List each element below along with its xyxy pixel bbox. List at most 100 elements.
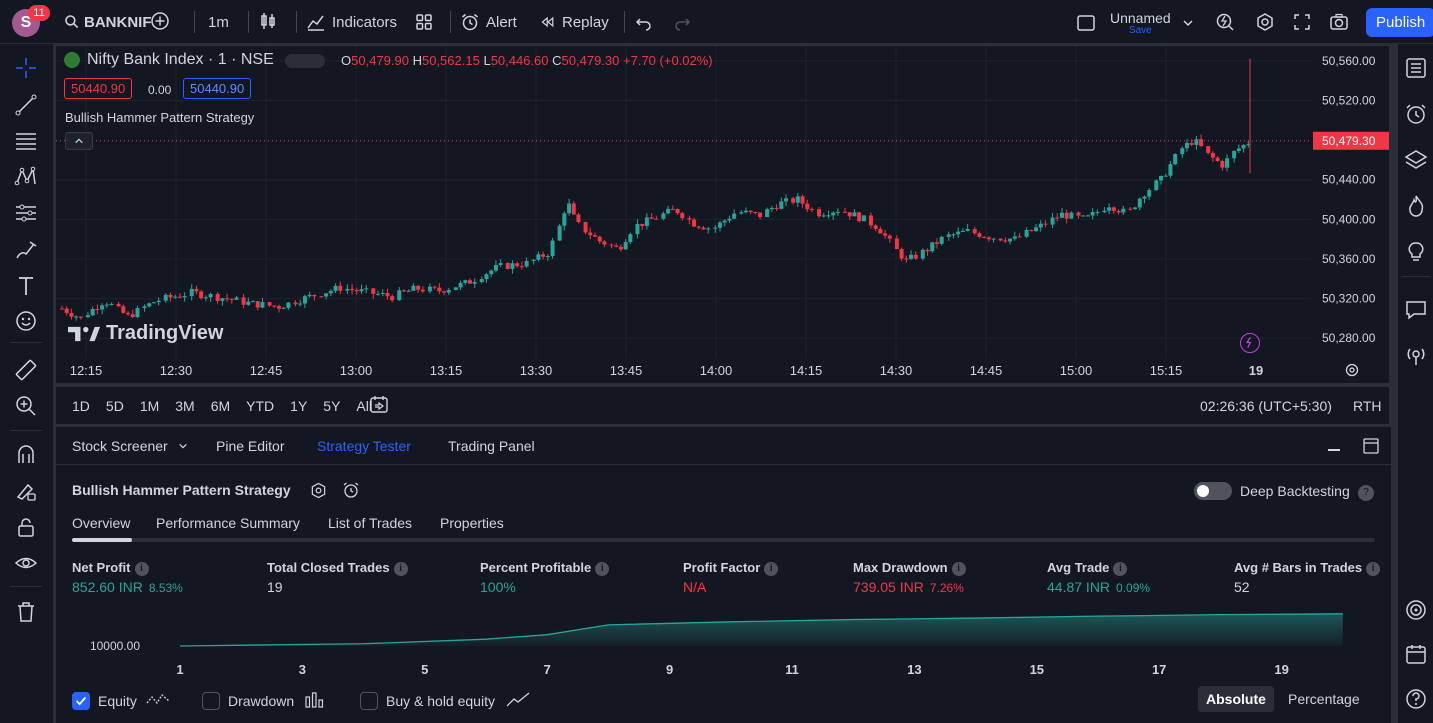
subtab-list-of-trades[interactable]: List of Trades — [328, 515, 412, 531]
strategy-legend[interactable]: Bullish Hammer Pattern Strategy — [65, 110, 255, 125]
replay-button[interactable]: Replay — [532, 0, 617, 44]
collapse-legend-button[interactable] — [65, 132, 93, 150]
ideas-lightbulb-icon[interactable] — [1404, 240, 1428, 264]
chat-icon[interactable] — [1404, 298, 1428, 322]
redo-button[interactable] — [672, 12, 692, 32]
percentage-toggle-button[interactable]: Percentage — [1288, 691, 1360, 707]
alert-button[interactable]: Alert — [452, 0, 525, 44]
range-button-6m[interactable]: 6M — [210, 397, 231, 414]
calendar-icon[interactable] — [1404, 642, 1428, 666]
date-range-button[interactable] — [369, 394, 389, 417]
info-icon[interactable]: i — [393, 562, 408, 576]
layout-dropdown-button[interactable] — [1182, 16, 1194, 32]
candle-body — [602, 241, 607, 245]
symbol-search-button[interactable]: BANKNIF — [58, 0, 158, 44]
maximize-icon[interactable] — [1362, 437, 1380, 455]
subtab-overview[interactable]: Overview — [72, 515, 130, 531]
eye-icon[interactable] — [14, 551, 38, 575]
target-icon[interactable] — [1404, 598, 1428, 622]
settings-button[interactable] — [1255, 12, 1275, 32]
info-icon[interactable]: i — [595, 562, 610, 576]
lock-icon[interactable] — [14, 515, 38, 539]
range-button-ytd[interactable]: YTD — [246, 397, 275, 414]
chart-type-button[interactable] — [258, 11, 278, 31]
snapshot-button[interactable] — [1329, 12, 1349, 32]
equity-chart[interactable]: 10000.001 3 5 7 9 11 13 15 17 19 — [56, 602, 1391, 682]
info-icon[interactable]: ? — [1358, 485, 1374, 501]
candle-body — [623, 242, 628, 250]
subtab-properties[interactable]: Properties — [440, 515, 504, 531]
text-icon[interactable] — [14, 274, 38, 298]
range-button-1y[interactable]: 1Y — [290, 397, 308, 414]
range-button-1d[interactable]: 1D — [72, 397, 90, 414]
chart-settings-button[interactable] — [1344, 362, 1360, 381]
subtab-performance-summary[interactable]: Performance Summary — [156, 515, 300, 531]
buy-button[interactable]: 50440.90 — [183, 78, 252, 99]
tab-stock-screener[interactable]: Stock Screener — [72, 438, 188, 454]
magnet-icon[interactable] — [14, 443, 38, 467]
layout-name-button[interactable]: Unnamed Save — [1110, 10, 1171, 36]
buy-hold-checkbox[interactable] — [360, 692, 378, 710]
broadcast-icon[interactable] — [1404, 344, 1428, 368]
strategy-settings-icon[interactable] — [310, 482, 327, 499]
info-icon[interactable]: i — [134, 562, 149, 576]
zoom-in-icon[interactable] — [14, 394, 38, 418]
candle-body — [345, 288, 350, 291]
candle-body — [713, 227, 718, 229]
forecasting-icon[interactable] — [14, 201, 38, 225]
trash-icon[interactable] — [14, 600, 38, 624]
add-alert-icon[interactable] — [342, 481, 360, 499]
lock-drawing-icon[interactable] — [14, 479, 38, 503]
brush-icon[interactable] — [14, 238, 38, 262]
candlestick-chart[interactable]: 12:15 12:30 12:45 13:00 13:15 13:30 13:45 14:00… — [56, 46, 1389, 383]
deep-backtesting-toggle[interactable] — [1194, 482, 1232, 500]
undo-button[interactable] — [634, 12, 654, 32]
help-icon[interactable] — [1404, 687, 1428, 711]
publish-button[interactable]: Publish — [1366, 8, 1433, 37]
equity-checkbox[interactable] — [72, 692, 90, 710]
range-button-3m[interactable]: 3M — [175, 397, 195, 414]
info-icon[interactable]: i — [764, 562, 779, 576]
layout-select-button[interactable] — [1076, 13, 1096, 33]
range-button-5y[interactable]: 5Y — [323, 397, 341, 414]
lightning-marker-icon[interactable] — [1240, 333, 1260, 353]
candle-body — [739, 212, 744, 214]
trend-line-icon[interactable] — [14, 93, 38, 117]
drawdown-checkbox[interactable] — [202, 692, 220, 710]
hotlist-flame-icon[interactable] — [1404, 194, 1428, 218]
price-chart[interactable]: 12:15 12:30 12:45 13:00 13:15 13:30 13:45 14:00… — [56, 46, 1389, 383]
layers-icon[interactable] — [1404, 148, 1428, 172]
minimize-icon[interactable] — [1328, 449, 1340, 451]
alerts-clock-icon[interactable] — [1404, 102, 1428, 126]
crosshair-icon[interactable] — [14, 56, 38, 80]
quick-search-button[interactable] — [1215, 12, 1235, 32]
range-button-1m[interactable]: 1M — [139, 397, 160, 414]
emoji-icon[interactable] — [14, 309, 38, 333]
tab-trading-panel[interactable]: Trading Panel — [448, 438, 535, 454]
subtab-scroll-track[interactable] — [72, 538, 1375, 542]
tab-strategy-tester[interactable]: Strategy Tester — [317, 438, 411, 454]
range-button-5d[interactable]: 5D — [105, 397, 124, 414]
tab-label: Trading Panel — [448, 438, 535, 454]
fullscreen-button[interactable] — [1292, 12, 1312, 32]
interval-button[interactable]: 1m — [200, 0, 237, 44]
info-icon[interactable]: i — [1366, 562, 1381, 576]
indicators-button[interactable]: Indicators — [298, 0, 405, 44]
session-button[interactable]: RTH — [1353, 398, 1382, 414]
watchlist-icon[interactable] — [1404, 56, 1428, 80]
clock-readout[interactable]: 02:26:36 (UTC+5:30) — [1200, 398, 1332, 414]
info-icon[interactable]: i — [951, 562, 966, 576]
pattern-icon[interactable] — [14, 165, 38, 189]
candle-body — [920, 249, 925, 259]
sell-button[interactable]: 50440.90 — [64, 78, 133, 99]
info-icon[interactable]: i — [1113, 562, 1128, 576]
tab-pine-editor[interactable]: Pine Editor — [216, 438, 284, 454]
symbol-title[interactable]: Nifty Bank Index · 1 · NSE — [87, 51, 274, 68]
ruler-icon[interactable] — [14, 358, 38, 382]
range-button-all[interactable]: All — [356, 397, 372, 414]
fib-retracement-icon[interactable] — [14, 129, 38, 153]
absolute-toggle-button[interactable]: Absolute — [1198, 686, 1274, 712]
compare-button[interactable] — [150, 11, 170, 31]
templates-button[interactable] — [414, 12, 434, 32]
subtab-scroll-thumb[interactable] — [72, 538, 132, 542]
